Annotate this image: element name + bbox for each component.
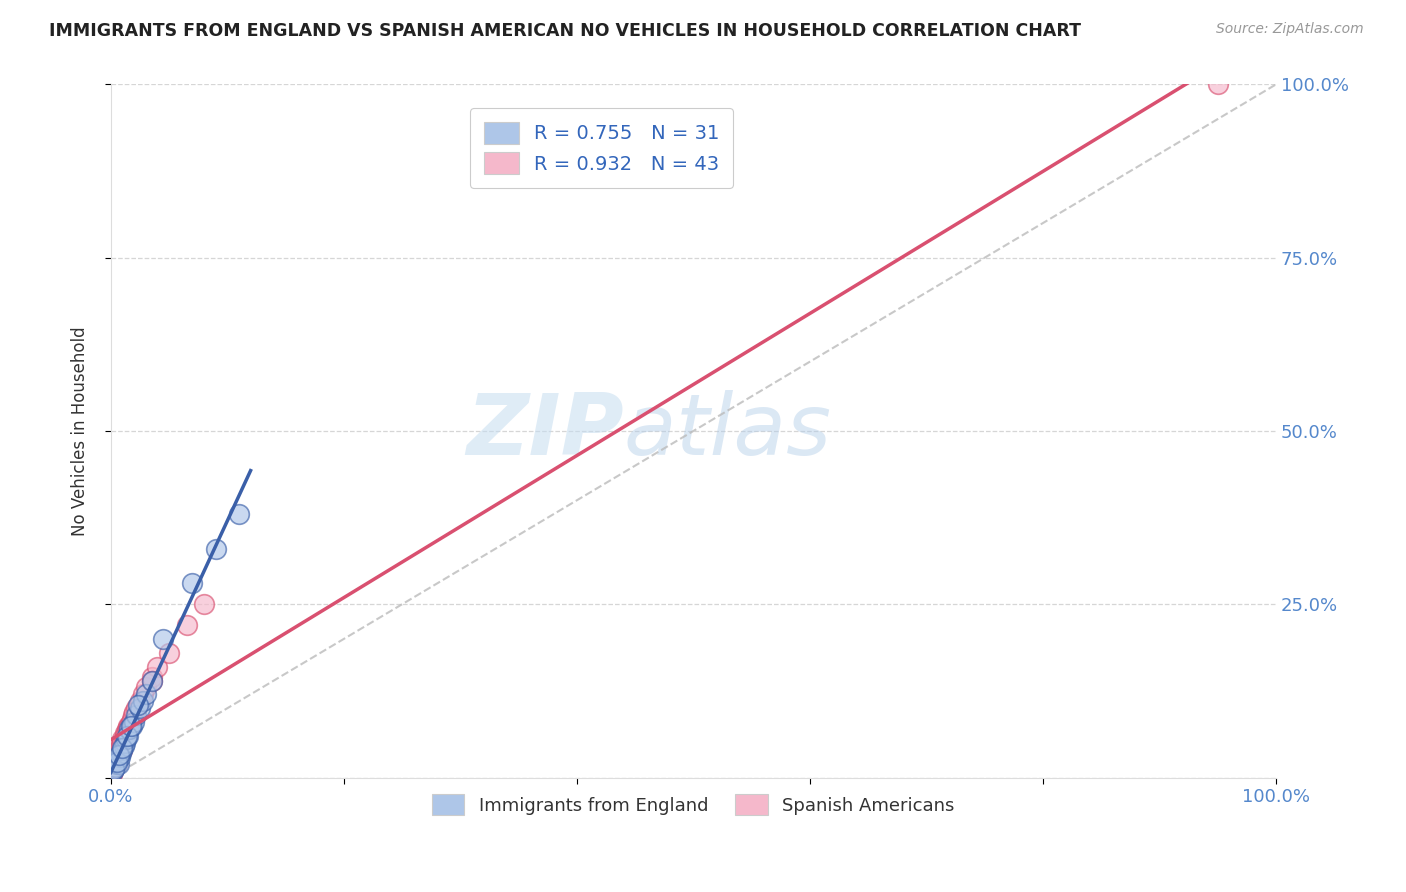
- Point: [105, 756, 128, 771]
- Point: [129, 701, 152, 715]
- Point: [111, 743, 134, 757]
- Point: [104, 753, 127, 767]
- Point: [122, 705, 145, 719]
- Point: [115, 725, 138, 739]
- Point: [108, 747, 131, 761]
- Point: [111, 732, 134, 747]
- Point: [107, 749, 129, 764]
- Point: [104, 760, 127, 774]
- Text: atlas: atlas: [623, 390, 831, 473]
- Point: [108, 743, 131, 757]
- Point: [132, 694, 155, 708]
- Point: [114, 736, 136, 750]
- Point: [176, 618, 198, 632]
- Point: [117, 718, 139, 732]
- Point: [111, 741, 134, 756]
- Point: [146, 659, 169, 673]
- Text: Source: ZipAtlas.com: Source: ZipAtlas.com: [1216, 22, 1364, 37]
- Point: [125, 708, 148, 723]
- Point: [108, 739, 131, 754]
- Text: ZIP: ZIP: [465, 390, 623, 473]
- Point: [141, 673, 163, 688]
- Point: [117, 729, 139, 743]
- Point: [122, 715, 145, 730]
- Point: [108, 748, 131, 763]
- Point: [181, 576, 204, 591]
- Point: [118, 718, 141, 732]
- Point: [141, 673, 163, 688]
- Point: [105, 753, 128, 767]
- Point: [107, 753, 129, 767]
- Point: [107, 753, 129, 767]
- Point: [108, 743, 131, 757]
- Point: [111, 743, 134, 757]
- Point: [101, 764, 124, 778]
- Point: [115, 729, 138, 743]
- Point: [125, 701, 148, 715]
- Point: [115, 722, 138, 736]
- Point: [120, 718, 142, 732]
- Point: [117, 722, 139, 736]
- Point: [122, 708, 145, 723]
- Point: [135, 681, 157, 695]
- Point: [121, 718, 143, 732]
- Point: [105, 749, 128, 764]
- Point: [105, 756, 128, 770]
- Point: [114, 729, 136, 743]
- Point: [132, 687, 155, 701]
- Point: [157, 646, 180, 660]
- Point: [120, 715, 142, 730]
- Point: [111, 736, 134, 750]
- Point: [105, 756, 128, 771]
- Point: [101, 767, 124, 781]
- Point: [135, 687, 157, 701]
- Point: [129, 694, 152, 708]
- Point: [110, 739, 132, 754]
- Point: [108, 756, 131, 771]
- Point: [114, 725, 136, 739]
- Point: [127, 698, 149, 712]
- Point: [101, 764, 124, 778]
- Point: [121, 712, 143, 726]
- Point: [104, 756, 127, 771]
- Point: [110, 747, 132, 761]
- Y-axis label: No Vehicles in Household: No Vehicles in Household: [72, 326, 89, 536]
- Point: [228, 507, 250, 521]
- Point: [152, 632, 174, 646]
- Point: [141, 670, 163, 684]
- Point: [112, 732, 135, 747]
- Point: [193, 597, 215, 611]
- Text: IMMIGRANTS FROM ENGLAND VS SPANISH AMERICAN NO VEHICLES IN HOUSEHOLD CORRELATION: IMMIGRANTS FROM ENGLAND VS SPANISH AMERI…: [49, 22, 1081, 40]
- Legend: Immigrants from England, Spanish Americans: Immigrants from England, Spanish America…: [423, 785, 965, 824]
- Point: [103, 762, 125, 776]
- Point: [204, 541, 226, 556]
- Point: [1206, 78, 1229, 92]
- Point: [118, 722, 141, 736]
- Point: [112, 739, 135, 754]
- Point: [107, 747, 129, 761]
- Point: [108, 749, 131, 764]
- Point: [115, 732, 138, 747]
- Point: [103, 756, 125, 771]
- Point: [103, 760, 125, 774]
